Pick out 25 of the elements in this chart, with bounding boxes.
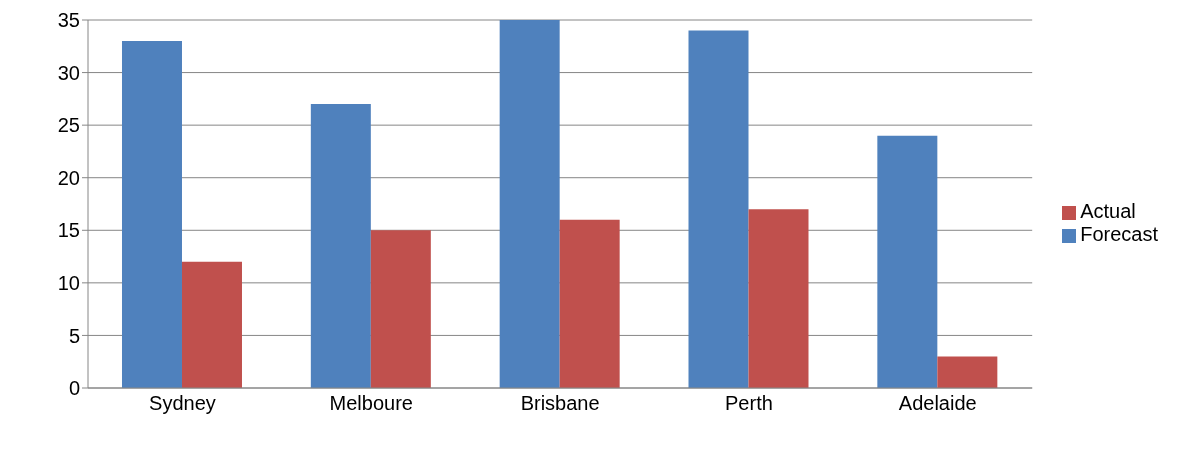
bar — [310, 104, 371, 388]
y-tick-label: 30 — [57, 61, 80, 84]
x-tick-label: Sydney — [149, 392, 216, 415]
y-tick-label: 5 — [68, 324, 80, 347]
y-tick-label: 35 — [57, 9, 80, 32]
y-tick-label: 0 — [68, 377, 80, 400]
y-tick-label: 10 — [57, 271, 80, 294]
legend-label: Forecast — [1080, 223, 1158, 245]
x-tick-label: Perth — [725, 392, 773, 415]
x-tick-label: Adelaide — [898, 392, 977, 415]
bar — [121, 41, 182, 388]
y-tick-label: 15 — [57, 219, 80, 242]
y-tick-label: 20 — [57, 166, 80, 189]
bar — [937, 356, 998, 388]
x-tick-label: Melboure — [329, 392, 413, 415]
legend-label: Actual — [1080, 200, 1136, 222]
bar — [877, 135, 938, 388]
y-tick-label: 25 — [57, 114, 80, 137]
bar — [181, 261, 242, 388]
bar — [688, 30, 749, 388]
bar — [559, 219, 620, 388]
bar — [370, 230, 431, 388]
x-tick-label: Brisbane — [520, 392, 600, 415]
bar — [748, 209, 809, 388]
bar — [499, 20, 560, 388]
